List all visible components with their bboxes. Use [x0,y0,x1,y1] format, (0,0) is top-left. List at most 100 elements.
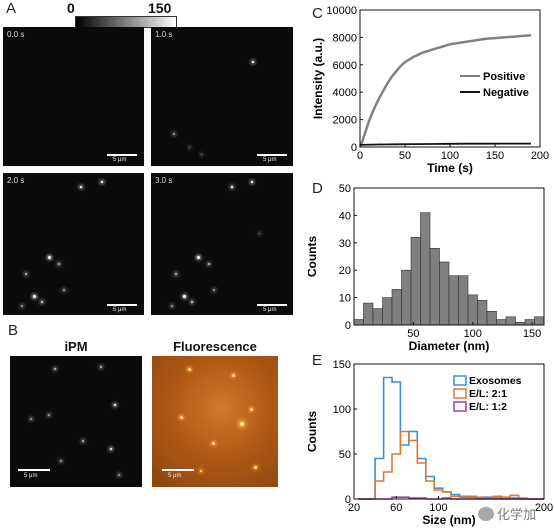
fluorescent-spot [63,289,65,291]
y-tick-label: 6000 [333,60,357,72]
panel-label-c: C [312,5,323,22]
fluorescent-spot [110,448,112,450]
histogram-bar [382,297,393,326]
panel-label-a: A [6,0,17,17]
x-tick-label: 20 [348,502,360,514]
x-axis-label: Size (nm) [422,513,475,527]
y-axis-label: Counts [308,411,319,453]
legend-swatch [453,375,467,386]
histogram-bar [534,316,545,326]
x-tick-label: 50 [407,328,419,340]
fluorescent-spot [48,256,51,259]
histogram-bar [524,319,535,326]
fluorescent-spot [21,305,23,307]
frame-0s: 0.0 s 5 μm [3,27,144,166]
y-tick-label: 0 [351,142,357,154]
x-axis-label: Time (s) [427,161,473,175]
fluorescent-spot [259,233,260,234]
x-tick-label: 60 [390,502,402,514]
frame-3s: 3.0 s 5 μm [151,173,293,315]
fluorescent-spot [240,422,244,426]
colorbar-max-label: 150 [148,0,172,16]
scale-bar-label: 5 μm [113,307,127,313]
fluorescent-spot [200,470,202,472]
panel-label-d: D [312,180,323,197]
y-tick-label: 4000 [333,87,357,99]
legend-label: E/L: 1:2 [469,401,507,413]
diameter-histogram: 50 100 150 0 10 20 30 40 50 Diameter (nm) Counts [308,183,545,353]
frame-time-label: 0.0 s [7,30,25,39]
plot-frame [359,9,541,148]
legend-label: E/L: 2:1 [469,388,507,400]
fluorescent-spot [188,368,191,371]
fluorescence-image: 5 μm [152,356,278,487]
fluorescent-spot [58,263,60,265]
y-tick-label: 150 [333,359,351,371]
frame-1s: 1.0 s 5 μm [151,27,293,166]
fluorescent-spot [180,416,183,419]
x-tick-label: 50 [399,150,411,162]
y-tick-label: 0 [345,494,351,506]
fluorescent-spot [208,263,210,265]
panel-label-e: E [312,352,323,369]
scale-bar-label: 5 μm [263,157,277,163]
watermark-text: 化学加 [497,508,537,523]
scale-bar [257,154,287,156]
fluorescent-spot [48,414,50,416]
histogram-bar [448,275,459,326]
fluorescent-spot [118,474,120,476]
scale-bar-label: 5 μm [168,473,182,479]
fluorescence-title: Fluorescence [173,339,257,354]
y-tick-label: 10 [339,293,351,305]
series-line-negative [359,142,531,146]
watermark: 化学加 [478,504,536,523]
series-line-exosomes [358,376,544,500]
histogram-bar [477,300,488,326]
scale-bar [257,304,287,306]
fluorescent-spot [175,273,177,275]
legend-swatch [453,388,467,399]
scale-bar-label: 5 μm [113,157,127,163]
legend-label: Exosomes [469,375,522,387]
histogram-bar [439,261,450,326]
y-tick-label: 50 [339,449,351,461]
fluorescent-spot [252,61,254,63]
x-tick-label: 0 [357,150,363,162]
histogram-bar [429,247,440,326]
fluorescent-spot [250,408,253,411]
histogram-bar [401,269,412,326]
x-tick-label: 200 [531,150,549,162]
legend-swatch [453,401,467,412]
fluorescent-spot [41,301,43,303]
fluorescent-spot [251,181,253,183]
fluorescent-spot [189,147,190,148]
x-tick-label: 150 [486,150,504,162]
fluorescent-spot [212,442,215,445]
fluorescent-spot [30,418,32,420]
series-line-positive [358,34,532,148]
histogram-bar [363,302,374,326]
fluorescent-spot [100,366,102,368]
y-tick-label: 30 [339,238,351,250]
scale-bar-label: 5 μm [263,307,277,313]
histogram-bar [391,289,402,326]
x-tick-label: 150 [523,328,541,340]
fluorescent-spot [25,273,27,275]
x-tick-label: 100 [464,328,482,340]
x-tick-label: 100 [441,150,459,162]
frame-time-label: 3.0 s [155,176,173,185]
wechat-icon [478,506,494,521]
histogram-bar [496,319,507,326]
panel-label-b: B [8,322,19,339]
fluorescent-spot [197,256,200,259]
fluorescent-spot [213,289,215,291]
x-tick-label: 200 [535,502,553,514]
scale-bar [107,304,137,306]
ipm-image: 5 μm [10,356,142,487]
histogram-bar [353,319,364,326]
fluorescent-spot [33,295,36,298]
y-tick-label: 40 [339,210,351,222]
fluorescent-spot [232,374,235,377]
histogram-bar [410,237,421,326]
